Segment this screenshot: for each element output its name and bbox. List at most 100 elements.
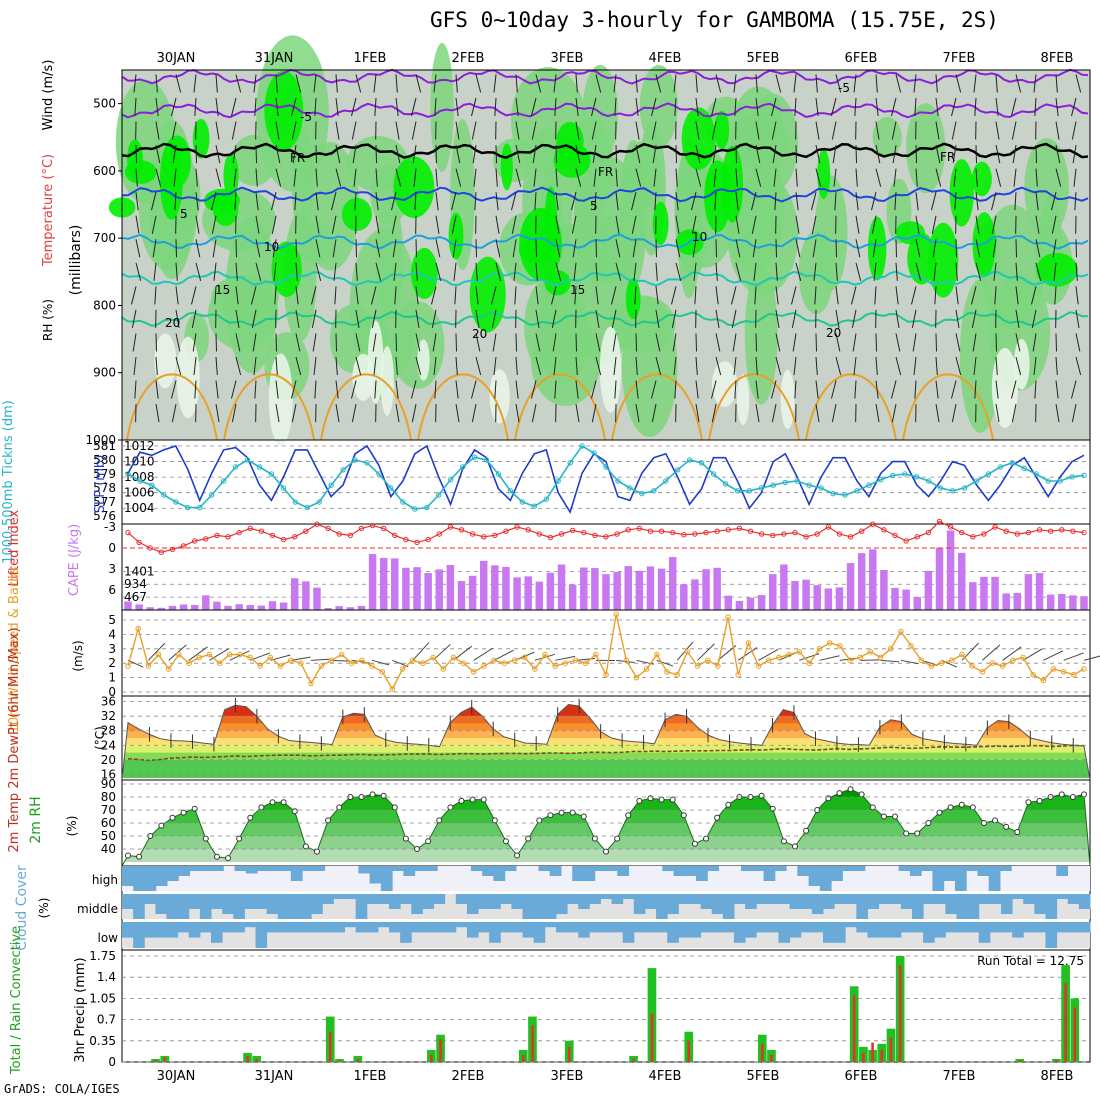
wind-speed-marker <box>379 669 386 675</box>
wind-barb <box>311 309 317 329</box>
wind-speed-marker <box>155 651 162 658</box>
warm-contour <box>805 373 897 441</box>
cloud-cell <box>355 894 368 919</box>
thickness-line-marker <box>376 471 382 477</box>
thickness-line-marker <box>627 485 633 491</box>
rh-tick-label: 60 <box>101 816 116 830</box>
wind-barb <box>291 380 297 399</box>
wind-barb <box>375 262 382 281</box>
wind-barb <box>1011 97 1017 117</box>
cloud-cell <box>504 866 517 871</box>
cloud-cell <box>600 894 613 899</box>
wind-barb <box>795 262 802 281</box>
wind-barb <box>615 262 622 281</box>
wind-speed-marker <box>959 651 965 658</box>
cloud-cell <box>778 922 791 943</box>
thickness-line-marker <box>806 482 812 488</box>
wind-barb <box>575 657 596 661</box>
wind-barb <box>192 333 197 352</box>
wind-barb <box>155 404 160 423</box>
cape-bar <box>368 554 377 610</box>
wind-barb <box>275 74 278 93</box>
precip-convective-bar <box>650 1013 654 1062</box>
wind-barb <box>195 239 201 258</box>
thickness-line-marker <box>830 490 836 497</box>
cloud-cell <box>606 866 618 871</box>
wind-barb <box>792 333 797 352</box>
cloud-cell <box>923 922 935 943</box>
wind-barb <box>215 121 220 140</box>
cloud-cell <box>845 922 857 928</box>
thickness-line-marker <box>555 478 561 484</box>
wind-barb <box>595 239 597 258</box>
isotherm-line <box>121 233 1089 250</box>
wind-barb <box>535 333 541 352</box>
wind-barb <box>495 239 501 258</box>
warm-contour <box>708 373 800 441</box>
cloud-cell <box>555 922 568 933</box>
wind-barb <box>731 309 737 329</box>
cape-bar <box>835 587 844 610</box>
cloud-cell <box>1056 866 1068 876</box>
wind-barb <box>355 309 360 328</box>
li-tick-label: 3 <box>108 562 116 576</box>
cloud-cell <box>300 922 312 933</box>
thickness-line-marker <box>770 482 776 488</box>
wind-barb <box>354 192 357 211</box>
wind-barb <box>811 215 817 234</box>
wind-barb <box>955 333 961 352</box>
cloud-cell <box>288 922 301 933</box>
li-marker <box>380 525 387 532</box>
wind-speed-marker <box>420 660 426 667</box>
li-marker <box>147 545 153 551</box>
wind-barb <box>935 404 940 423</box>
cloud-cell <box>667 894 679 914</box>
wind-speed-marker <box>694 663 701 669</box>
wind-barb <box>213 262 217 281</box>
wind-barb <box>271 192 277 211</box>
wind-barb <box>295 74 302 93</box>
wind-barb <box>195 262 202 281</box>
wind-barb <box>715 239 717 258</box>
wind-speed-marker <box>521 654 528 661</box>
wind-barb <box>1015 239 1017 258</box>
wind-barb <box>815 121 820 140</box>
wind-barb <box>374 380 377 399</box>
li-marker <box>692 531 698 537</box>
thickness-tick-label: 577 <box>93 495 116 509</box>
wind-barb <box>275 121 280 140</box>
wind-speed-marker <box>765 657 772 664</box>
cloud-cell <box>544 922 557 928</box>
precip-tick-label: 0.7 <box>97 1013 116 1027</box>
wind-barb <box>635 168 642 187</box>
rh-marker <box>514 852 521 859</box>
wind-barb <box>195 192 199 211</box>
wind-barb <box>1015 262 1018 281</box>
wind-barb <box>935 74 938 93</box>
wind-barb <box>635 144 641 164</box>
wind-barb <box>734 97 737 117</box>
cloud-cell <box>822 894 835 909</box>
rh-marker <box>1036 797 1043 804</box>
wind-speed-marker <box>491 657 497 664</box>
cloud-cell <box>999 866 1012 871</box>
wind-barb <box>375 215 380 234</box>
wind-barb <box>614 380 617 399</box>
cloud-cell <box>177 922 190 933</box>
cloud-cell <box>756 922 768 933</box>
rh-marker <box>469 796 476 803</box>
wind-barb <box>234 192 237 211</box>
y-tick-label: 500 <box>93 97 116 111</box>
li-marker <box>603 534 609 540</box>
li-marker <box>369 522 376 529</box>
cape-bar <box>1024 574 1033 610</box>
wind-barb <box>791 309 797 329</box>
wind-barb <box>295 356 302 376</box>
wind-barb <box>595 309 600 328</box>
wind-barb <box>415 309 420 328</box>
wind-barb <box>1053 262 1057 281</box>
thickness-line-marker <box>591 450 597 456</box>
wind-barb <box>471 121 477 140</box>
wind-barb <box>732 333 737 352</box>
wind-speed-marker <box>979 669 986 675</box>
